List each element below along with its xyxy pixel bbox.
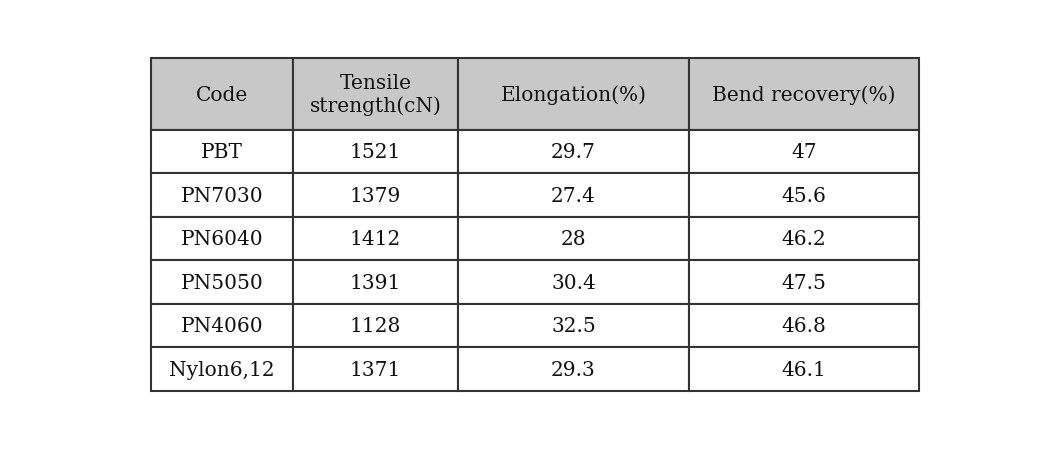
Text: 1371: 1371 [350, 360, 401, 379]
Bar [150, 131, 293, 174]
Text: 30.4: 30.4 [551, 273, 596, 292]
Bar [458, 348, 689, 391]
Text: PN7030: PN7030 [181, 186, 263, 205]
Text: 29.3: 29.3 [551, 360, 596, 379]
Text: PN4060: PN4060 [181, 317, 263, 336]
Bar [689, 261, 920, 304]
Text: Tensile
strength(cN): Tensile strength(cN) [310, 74, 442, 116]
Bar [458, 131, 689, 174]
Bar [689, 217, 920, 261]
Bar [689, 348, 920, 391]
Bar [293, 131, 458, 174]
Bar [293, 217, 458, 261]
Text: 46.8: 46.8 [782, 317, 827, 336]
Text: PBT: PBT [200, 143, 243, 162]
Text: 46.1: 46.1 [782, 360, 827, 379]
Text: Code: Code [195, 86, 248, 105]
Text: Elongation(%): Elongation(%) [500, 85, 646, 105]
Bar [293, 60, 458, 131]
Bar [689, 174, 920, 217]
Bar [293, 304, 458, 348]
Text: Bend recovery(%): Bend recovery(%) [712, 85, 896, 105]
Text: Nylon6,12: Nylon6,12 [169, 360, 275, 379]
Bar [150, 304, 293, 348]
Bar [150, 217, 293, 261]
Bar [458, 174, 689, 217]
Bar [150, 60, 293, 131]
Bar [293, 348, 458, 391]
Text: 46.2: 46.2 [782, 230, 827, 249]
Bar [150, 261, 293, 304]
Text: 47.5: 47.5 [782, 273, 827, 292]
Text: 1379: 1379 [350, 186, 401, 205]
Text: 1128: 1128 [350, 317, 401, 336]
Text: 45.6: 45.6 [782, 186, 827, 205]
Text: 1391: 1391 [350, 273, 401, 292]
Text: PN5050: PN5050 [181, 273, 263, 292]
Bar [458, 60, 689, 131]
Bar [689, 131, 920, 174]
Bar [293, 261, 458, 304]
Text: 28: 28 [561, 230, 587, 249]
Bar [458, 304, 689, 348]
Text: 1521: 1521 [350, 143, 401, 162]
Text: PN6040: PN6040 [181, 230, 263, 249]
Bar [293, 174, 458, 217]
Text: 1412: 1412 [350, 230, 401, 249]
Bar [458, 261, 689, 304]
Text: 29.7: 29.7 [551, 143, 596, 162]
Text: 27.4: 27.4 [551, 186, 596, 205]
Bar [150, 174, 293, 217]
Bar [458, 217, 689, 261]
Text: 32.5: 32.5 [551, 317, 596, 336]
Bar [689, 60, 920, 131]
Bar [150, 348, 293, 391]
Bar [689, 304, 920, 348]
Text: 47: 47 [791, 143, 816, 162]
